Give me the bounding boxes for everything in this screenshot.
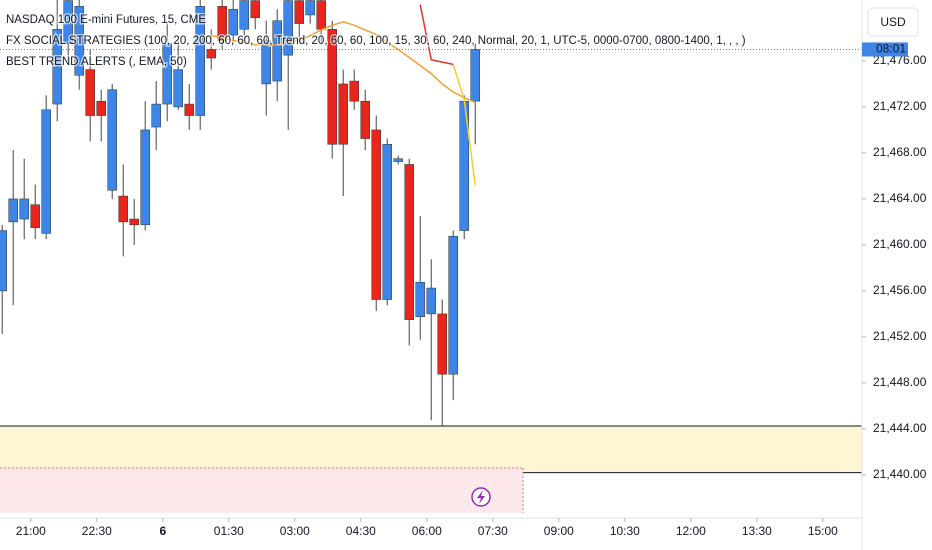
candle-body xyxy=(327,29,337,145)
candle-body xyxy=(107,89,117,191)
indicator-line xyxy=(452,64,476,186)
indicator-legend: FX SOCIAL STRATEGIES (100, 20, 200, 60, … xyxy=(6,35,746,47)
x-tick-label: 15:00 xyxy=(808,524,838,538)
alert-icon-bolt[interactable] xyxy=(477,490,485,504)
candle-body xyxy=(393,158,403,162)
candle-body xyxy=(316,0,326,30)
y-tick-label: 21,464.00 xyxy=(873,191,927,205)
candle-body xyxy=(338,83,348,145)
candle-body xyxy=(52,29,62,105)
candle-body xyxy=(349,80,359,102)
candle-body xyxy=(63,0,73,44)
candle-body xyxy=(30,204,40,228)
zone xyxy=(0,467,524,513)
y-tick-label: 21,472.00 xyxy=(873,99,927,113)
candle-body xyxy=(382,144,392,300)
candle-body xyxy=(294,0,304,24)
candle-body xyxy=(74,6,84,76)
plot-area xyxy=(0,0,862,513)
currency-label[interactable]: USD xyxy=(880,15,906,29)
candle-body xyxy=(140,129,150,226)
x-tick-label: 01:30 xyxy=(214,524,244,538)
x-tick-label: 06:00 xyxy=(412,524,442,538)
y-tick-label: 21,444.00 xyxy=(873,421,927,435)
zone xyxy=(0,426,862,473)
x-tick-label: 6 xyxy=(159,524,166,538)
axes: 21,476.00 21,472.00 21,468.00 21,464.00 21,4… xyxy=(16,42,927,539)
y-tick-label: 21,440.00 xyxy=(873,467,927,481)
candle-body xyxy=(162,43,172,105)
y-tick-label: 21,476.00 xyxy=(873,53,927,67)
candle-body xyxy=(283,0,293,56)
x-tick-label: 03:00 xyxy=(280,524,310,538)
countdown-label: 08:01 xyxy=(876,42,906,56)
x-tick-label: 09:00 xyxy=(544,524,574,538)
candle-body xyxy=(239,0,249,30)
alert-icon[interactable] xyxy=(471,487,491,507)
candle-body xyxy=(415,282,425,318)
indicator-line xyxy=(200,21,476,104)
last-price-tag xyxy=(862,42,908,57)
candle-body xyxy=(448,236,458,375)
candle-body xyxy=(437,313,447,375)
x-tick-label: 22:30 xyxy=(82,524,112,538)
candle-body xyxy=(184,103,194,116)
x-tick-label: 04:30 xyxy=(346,524,376,538)
y-tick-label: 21,460.00 xyxy=(873,237,927,251)
candle-body xyxy=(217,6,227,42)
candle-body xyxy=(305,0,315,16)
indicator-legend: BEST TREND ALERTS (, EMA, 50) xyxy=(6,56,187,68)
candle-body xyxy=(96,100,106,116)
candle-body xyxy=(206,49,216,59)
candle-body xyxy=(118,195,128,223)
candle-body xyxy=(371,129,381,300)
symbol-title: NASDAQ 100 E-mini Futures, 15, CME xyxy=(6,14,206,26)
currency-button[interactable] xyxy=(867,7,919,37)
candle-body xyxy=(228,8,238,36)
y-tick-label: 21,448.00 xyxy=(873,375,927,389)
x-tick-label: 07:30 xyxy=(478,524,508,538)
x-tick-label: 12:00 xyxy=(676,524,706,538)
candle-body xyxy=(360,100,370,139)
candle-body xyxy=(151,103,161,128)
x-tick-label: 10:30 xyxy=(610,524,640,538)
candle-body xyxy=(272,20,282,82)
candle-body xyxy=(195,6,205,116)
candle-body xyxy=(173,69,183,108)
candle-body xyxy=(250,0,260,19)
y-tick-label: 21,456.00 xyxy=(873,283,927,297)
candle-body xyxy=(129,218,139,226)
candle-body xyxy=(426,287,436,315)
candle-body xyxy=(85,69,95,116)
candle-body xyxy=(470,49,480,102)
candle-body xyxy=(41,109,51,234)
candle-body xyxy=(404,164,414,320)
indicator-line xyxy=(419,4,454,66)
candle-body xyxy=(8,198,18,223)
x-tick-label: 21:00 xyxy=(16,524,46,538)
candle-body xyxy=(0,230,7,292)
candle-body xyxy=(19,198,29,220)
y-tick-label: 21,452.00 xyxy=(873,329,927,343)
y-tick-label: 21,468.00 xyxy=(873,145,927,159)
x-tick-label: 13:30 xyxy=(742,524,772,538)
candle-body xyxy=(261,40,271,85)
